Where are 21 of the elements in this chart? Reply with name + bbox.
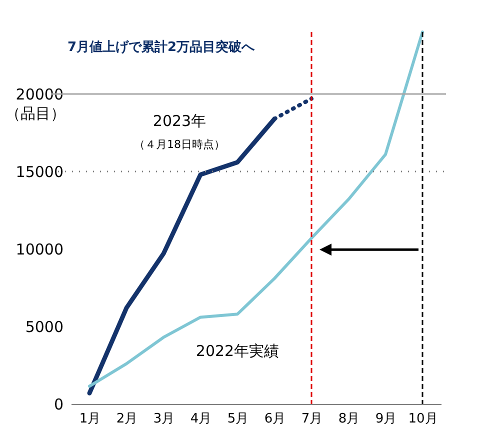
y-tick-label: 0 — [54, 396, 64, 414]
x-tick-label: 3月 — [153, 412, 175, 426]
series-label: 2022年実績 — [196, 342, 280, 360]
text: 2023年 — [152, 112, 206, 130]
x-tick-label: 6月 — [264, 412, 286, 426]
x-tick-label: 8月 — [338, 412, 360, 426]
x-tick-label: 10月 — [408, 412, 438, 426]
x-tick-label: 1月 — [79, 412, 101, 426]
x-tick-label: 4月 — [190, 412, 212, 426]
annotation: （４月18日時点） — [134, 138, 225, 151]
x-tick-label: 7月 — [301, 412, 323, 426]
y-tick-label: 5000 — [25, 318, 64, 336]
y-axis-title: （品目） — [6, 104, 66, 122]
y-tick-label: 15000 — [16, 163, 64, 181]
annotation: 7月値上げで累計2万品目突破へ — [67, 39, 256, 55]
x-tick-label: 5月 — [227, 412, 249, 426]
y-tick-label: 10000 — [16, 240, 64, 258]
y-tick-label: 20000 — [16, 86, 64, 104]
x-tick-label: 2月 — [116, 412, 138, 426]
x-tick-label: 9月 — [375, 412, 397, 426]
line-series — [88, 30, 424, 388]
